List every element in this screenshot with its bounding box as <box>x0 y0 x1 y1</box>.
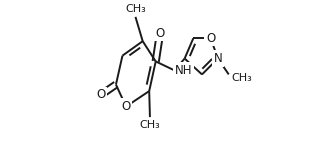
Text: CH₃: CH₃ <box>140 120 160 130</box>
Text: NH: NH <box>174 64 192 77</box>
Text: O: O <box>155 27 165 40</box>
Text: N: N <box>214 52 222 65</box>
Text: CH₃: CH₃ <box>231 73 252 83</box>
Text: O: O <box>206 32 215 45</box>
Text: O: O <box>121 100 131 113</box>
Text: O: O <box>96 88 105 101</box>
Text: CH₃: CH₃ <box>125 4 146 14</box>
